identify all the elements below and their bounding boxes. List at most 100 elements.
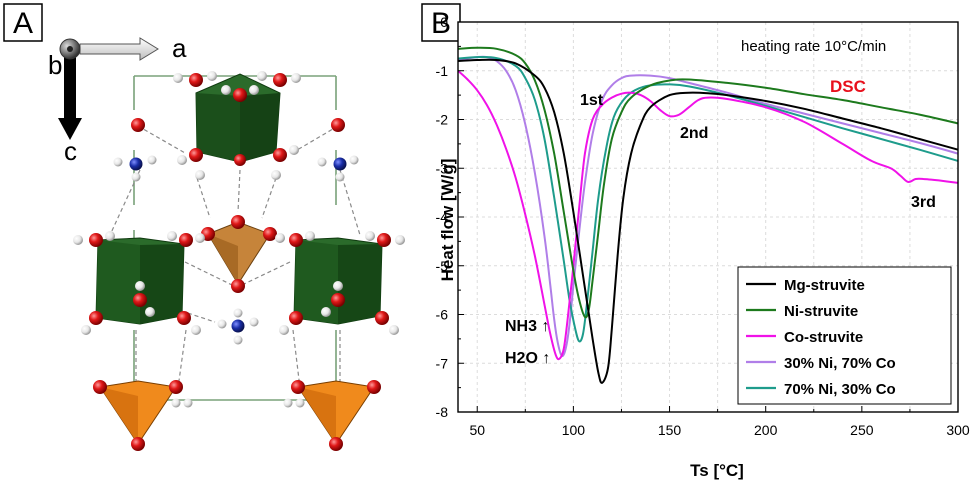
hydrogen-atom [365, 231, 375, 241]
hydrogen-atom [317, 157, 327, 167]
nitrogen-atom [333, 157, 347, 171]
hydrogen-atom [135, 281, 145, 291]
oxygen-atom [367, 380, 381, 394]
peak-3rd-annotation: 3rd [911, 194, 936, 211]
y-axis-ticks: 0 -1 -2 -3 -4 -5 -6 -7 -8 [436, 14, 464, 420]
y-tick-label: -1 [436, 63, 449, 79]
hydrogen-atom [113, 157, 123, 167]
oxygen-atom [189, 73, 203, 87]
panel-a-label-box [3, 3, 43, 42]
legend: Mg-struvite Ni-struvite Co-struvite 30% Ni,… [737, 266, 952, 405]
oxygen-atom [291, 380, 305, 394]
series-line-30-ni-70-co [457, 55, 959, 358]
hydrogen-atom [147, 155, 157, 165]
oxygen-atom [375, 311, 389, 325]
oxygen-atom [231, 215, 245, 229]
hydrogen-atom [249, 317, 259, 327]
x-tick-label: 100 [562, 422, 586, 438]
oxygen-atom [263, 227, 277, 241]
hydrogen-atom [349, 155, 359, 165]
hydrogen-atom [257, 71, 267, 81]
hydrogen-atom [283, 398, 293, 408]
hydrogen-atom [131, 172, 141, 182]
x-axis-label: Ts [°C] [690, 461, 744, 480]
hydrogen-atom [233, 335, 243, 345]
atoms [73, 71, 405, 451]
series-line-mg-struvite [457, 58, 959, 384]
y-tick-label: -4 [436, 209, 449, 225]
hydrogen-atom [249, 85, 259, 95]
hydrogen-atom [207, 71, 217, 81]
oxygen-atom [133, 293, 147, 307]
y-tick-label: -5 [436, 258, 449, 274]
oxygen-atom [89, 233, 103, 247]
c-axis-arrowhead [58, 118, 82, 140]
oxygen-atom [331, 293, 345, 307]
oxygen-atom [273, 148, 287, 162]
a-axis-arrow [79, 37, 159, 61]
oxygen-atom [377, 233, 391, 247]
oxygen-atom [131, 118, 145, 132]
hydrogen-atom [221, 85, 231, 95]
hydrogen-atom [173, 73, 183, 83]
hydrogen-atom [105, 231, 115, 241]
oxygen-atom [231, 279, 245, 293]
axis-b-label: b [48, 50, 62, 80]
oxygen-atom [329, 437, 343, 451]
hydrogen-atom [177, 155, 187, 165]
nitrogen-atom [129, 157, 143, 171]
oxygen-atom [177, 311, 191, 325]
x-tick-label: 250 [850, 422, 874, 438]
peak-2nd-annotation: 2nd [680, 125, 708, 142]
legend-label: Ni-struvite [784, 303, 858, 320]
oxygen-atom [289, 311, 303, 325]
peak-1st-annotation: 1st [580, 92, 604, 109]
oxygen-atom [273, 73, 287, 87]
hydrogen-atom [305, 231, 315, 241]
legend-label: 30% Ni, 70% Co [784, 355, 896, 372]
x-tick-label: 300 [946, 422, 970, 438]
hydrogen-atom [171, 398, 181, 408]
b-axis-dot [67, 46, 73, 52]
x-tick-label: 200 [754, 422, 778, 438]
hydrogen-atom [321, 307, 331, 317]
tetrahedron-middle [207, 221, 271, 285]
hydrogen-atom [195, 170, 205, 180]
y-axis-label: Heat flow [W/g] [438, 159, 457, 282]
x-tick-label: 150 [658, 422, 682, 438]
series-line-70-ni-30-co [457, 55, 959, 343]
oxygen-atom [89, 311, 103, 325]
hydrogen-atom [279, 325, 289, 335]
hydrogen-atom [191, 325, 201, 335]
hydrogen-atom [295, 398, 305, 408]
tetrahedron-bottom-left [99, 380, 177, 445]
hydrogen-atom [81, 325, 91, 335]
axis-c-label: c [64, 136, 77, 166]
y-tick-label: 0 [440, 14, 448, 30]
nitrogen-atom [231, 319, 245, 333]
hydrogen-atom [389, 325, 399, 335]
x-tick-label: 50 [469, 422, 485, 438]
legend-label: Mg-struvite [784, 277, 865, 294]
hydrogen-atom [233, 308, 243, 318]
oxygen-atom [331, 118, 345, 132]
oxygen-atom [179, 233, 193, 247]
oxygen-atom [93, 380, 107, 394]
c-axis-shaft [64, 52, 76, 120]
panel-a-crystal-structure: A [3, 3, 405, 451]
hydrogen-atom [289, 145, 299, 155]
panel-b-label: B [431, 7, 451, 40]
y-tick-label: -6 [436, 307, 449, 323]
hydrogen-atom [167, 231, 177, 241]
hydrogen-atom [217, 319, 227, 329]
oxygen-atom [233, 88, 247, 102]
axis-a-label: a [172, 33, 187, 63]
hydrogen-atom [183, 398, 193, 408]
legend-items: Mg-struvite Ni-struvite Co-struvite 30% Ni,… [746, 277, 896, 398]
nh3-annotation: NH3 ↑ [505, 318, 549, 335]
legend-label: Co-struvite [784, 329, 863, 346]
heating-rate-annotation: heating rate 10°C/min [741, 38, 886, 55]
hydrogen-atom [271, 170, 281, 180]
dsc-annotation: DSC [830, 77, 866, 96]
